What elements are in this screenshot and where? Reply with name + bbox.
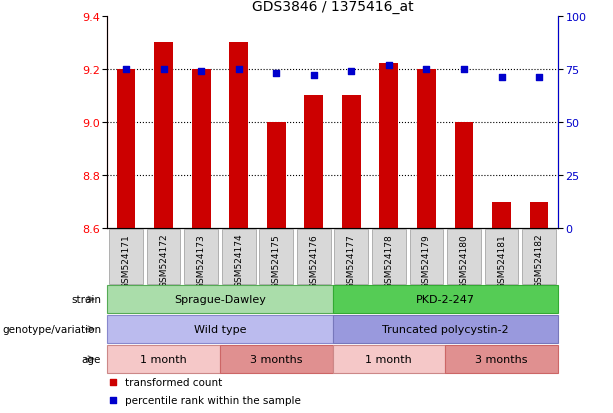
Bar	[192, 69, 210, 229]
Text: GSM524176: GSM524176	[310, 233, 318, 288]
Bar	[455, 123, 473, 229]
Point	[108, 379, 118, 386]
Title: GDS3846 / 1375416_at: GDS3846 / 1375416_at	[252, 0, 413, 14]
FancyBboxPatch shape	[109, 229, 143, 284]
Bar	[116, 69, 135, 229]
Text: Wild type: Wild type	[194, 324, 246, 334]
Bar	[530, 202, 549, 229]
FancyBboxPatch shape	[107, 345, 220, 373]
Text: 3 months: 3 months	[250, 354, 302, 364]
Text: GSM524182: GSM524182	[535, 233, 544, 288]
Point	[234, 66, 243, 73]
FancyBboxPatch shape	[107, 285, 332, 313]
Text: 1 month: 1 month	[140, 354, 187, 364]
Point	[346, 69, 356, 75]
Text: genotype/variation: genotype/variation	[2, 324, 101, 334]
FancyBboxPatch shape	[335, 229, 368, 284]
Point	[196, 69, 206, 75]
FancyBboxPatch shape	[332, 345, 445, 373]
Point	[159, 66, 169, 73]
FancyBboxPatch shape	[222, 229, 256, 284]
Text: GSM524180: GSM524180	[460, 233, 468, 288]
Bar	[492, 202, 511, 229]
Point	[459, 66, 469, 73]
Point	[534, 75, 544, 81]
Point	[384, 62, 394, 69]
Point	[121, 66, 131, 73]
FancyBboxPatch shape	[447, 229, 481, 284]
FancyBboxPatch shape	[332, 315, 558, 343]
Text: GSM524172: GSM524172	[159, 233, 168, 288]
Text: GSM524177: GSM524177	[347, 233, 356, 288]
Bar	[417, 69, 436, 229]
Bar	[267, 123, 286, 229]
FancyBboxPatch shape	[297, 229, 330, 284]
FancyBboxPatch shape	[107, 315, 332, 343]
FancyBboxPatch shape	[485, 229, 519, 284]
Bar	[342, 96, 360, 229]
Bar	[305, 96, 323, 229]
Text: GSM524173: GSM524173	[197, 233, 205, 288]
FancyBboxPatch shape	[147, 229, 180, 284]
Text: Sprague-Dawley: Sprague-Dawley	[174, 294, 266, 304]
FancyBboxPatch shape	[522, 229, 556, 284]
FancyBboxPatch shape	[220, 345, 332, 373]
Bar	[154, 43, 173, 229]
Bar	[379, 64, 398, 229]
Text: GSM524181: GSM524181	[497, 233, 506, 288]
Text: GSM524178: GSM524178	[384, 233, 394, 288]
FancyBboxPatch shape	[409, 229, 443, 284]
Text: PKD-2-247: PKD-2-247	[416, 294, 474, 304]
FancyBboxPatch shape	[185, 229, 218, 284]
Point	[108, 397, 118, 404]
Text: GSM524179: GSM524179	[422, 233, 431, 288]
FancyBboxPatch shape	[332, 285, 558, 313]
Text: GSM524171: GSM524171	[121, 233, 131, 288]
Point	[309, 73, 319, 79]
FancyBboxPatch shape	[372, 229, 406, 284]
FancyBboxPatch shape	[259, 229, 293, 284]
Text: GSM524174: GSM524174	[234, 233, 243, 288]
Text: strain: strain	[71, 294, 101, 304]
Text: percentile rank within the sample: percentile rank within the sample	[125, 395, 301, 405]
Bar	[229, 43, 248, 229]
Text: 1 month: 1 month	[365, 354, 413, 364]
Text: transformed count: transformed count	[125, 377, 222, 387]
Text: 3 months: 3 months	[475, 354, 528, 364]
Text: GSM524175: GSM524175	[272, 233, 281, 288]
Text: age: age	[82, 354, 101, 364]
Point	[497, 75, 506, 81]
Text: Truncated polycystin-2: Truncated polycystin-2	[382, 324, 509, 334]
FancyBboxPatch shape	[445, 345, 558, 373]
Point	[272, 71, 281, 77]
Point	[422, 66, 432, 73]
